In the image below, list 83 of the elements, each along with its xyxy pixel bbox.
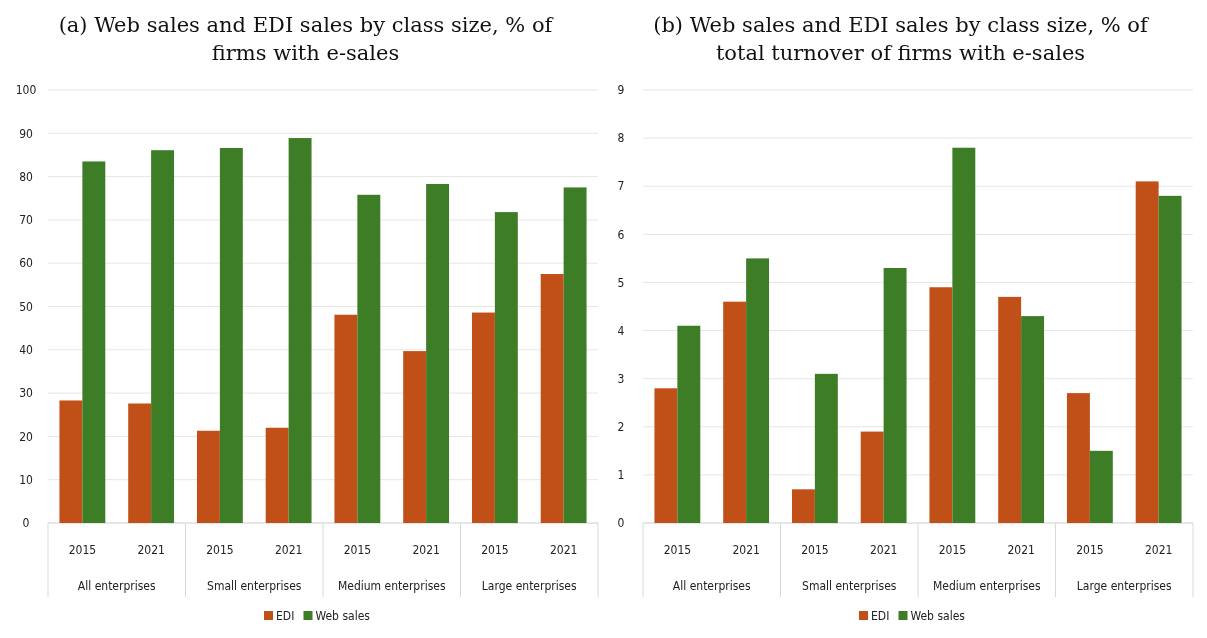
bar <box>1135 181 1159 523</box>
y-tick-label: 6 <box>617 227 625 242</box>
bar <box>860 431 884 523</box>
bar <box>814 373 838 523</box>
text: All enterprises <box>77 579 157 594</box>
x-tick-label: 2021 <box>274 543 303 558</box>
y-tick-label: 40 <box>19 343 33 357</box>
y-tick-label: 8 <box>617 131 625 146</box>
bar <box>471 312 495 523</box>
legend-label: EDI <box>871 609 890 624</box>
bar <box>677 325 701 523</box>
legend-label: EDI <box>276 609 295 624</box>
bar <box>746 258 770 523</box>
y-tick-label: 4 <box>617 323 625 338</box>
x-tick-label: 2015 <box>663 543 692 558</box>
y-tick-label: 20 <box>19 429 33 444</box>
bar <box>1066 393 1090 523</box>
y-tick-label: 7 <box>617 179 625 194</box>
x-tick-label: 2021 <box>1144 543 1173 558</box>
bar <box>791 489 815 523</box>
bar <box>128 403 152 523</box>
chart-title: (a) Web sales and EDI sales by class size, % of firms with e-sales <box>58 13 555 65</box>
y-tick-label: 0 <box>617 516 625 531</box>
bar <box>723 301 747 523</box>
text: Small enterprises <box>207 579 302 594</box>
y-tick-label: 100 <box>15 83 37 98</box>
bar <box>196 430 220 523</box>
bar <box>357 194 381 523</box>
bar <box>426 183 450 523</box>
x-tick-label: 2015 <box>481 543 509 558</box>
bar <box>219 148 243 523</box>
y-tick-label: 50 <box>19 299 33 314</box>
text: Medium enterprises <box>932 579 1041 594</box>
bar <box>288 138 312 523</box>
x-tick-label: 2021 <box>549 543 578 558</box>
y-tick-label: 70 <box>19 213 33 228</box>
x-tick-label: 2015 <box>1076 543 1104 558</box>
bar <box>494 212 518 523</box>
x-tick-label: 2015 <box>801 543 829 558</box>
x-tick-label: 2021 <box>412 543 440 558</box>
bar <box>403 351 427 523</box>
x-tick-label: 2021 <box>732 543 760 558</box>
y-tick-label: 2 <box>617 419 625 434</box>
bar <box>1158 195 1182 523</box>
x-tick-label: 2015 <box>68 543 97 558</box>
bar <box>59 400 83 523</box>
x-tick-label: 2015 <box>206 543 234 558</box>
bar <box>540 274 564 523</box>
bar <box>929 287 953 523</box>
bar <box>82 161 106 523</box>
text: Medium enterprises <box>337 579 446 594</box>
x-tick-label: 2015 <box>343 543 372 558</box>
y-tick-label: 9 <box>617 83 625 98</box>
bar <box>883 268 907 523</box>
y-tick-label: 0 <box>22 516 30 531</box>
y-tick-label: 90 <box>19 126 33 141</box>
bar <box>563 187 587 523</box>
y-tick-label: 1 <box>617 468 625 483</box>
y-tick-label: 10 <box>19 472 33 487</box>
chart-title: (b) Web sales and EDI sales by class size, % of total turnover of firms with e-sales <box>653 13 1151 65</box>
bar <box>265 427 289 523</box>
legend-label: Web sales <box>315 609 371 624</box>
text: Large enterprises <box>1076 579 1173 594</box>
y-tick-label: 30 <box>19 386 33 401</box>
text: Large enterprises <box>481 579 578 594</box>
x-tick-label: 2021 <box>1007 543 1035 558</box>
bar <box>952 147 976 523</box>
bar <box>998 296 1022 523</box>
bar <box>1089 450 1113 523</box>
bar <box>1021 316 1045 523</box>
bar <box>151 150 175 523</box>
y-tick-label: 3 <box>617 371 625 386</box>
y-tick-label: 60 <box>19 256 33 271</box>
x-tick-label: 2015 <box>938 543 967 558</box>
text: Small enterprises <box>802 579 897 594</box>
bar <box>334 314 358 523</box>
x-tick-label: 2021 <box>869 543 898 558</box>
bar <box>654 388 678 523</box>
legend-label: Web sales <box>910 609 966 624</box>
x-tick-label: 2021 <box>137 543 165 558</box>
y-tick-label: 5 <box>617 275 625 290</box>
y-tick-label: 80 <box>19 169 33 184</box>
text: All enterprises <box>672 579 752 594</box>
